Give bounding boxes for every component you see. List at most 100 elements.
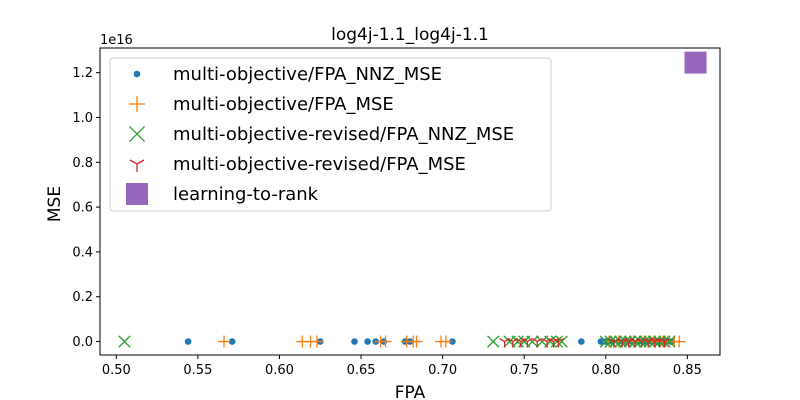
x-axis: 0.50 0.55 0.60 0.65 0.70 0.75 0.80 0.85	[102, 355, 702, 378]
y-tick-label: 0.4	[72, 245, 93, 260]
legend-label: multi-objective-revised/FPA_MSE	[173, 154, 466, 175]
data-point	[633, 335, 647, 348]
data-point	[379, 335, 392, 348]
tri-down-shape	[616, 337, 628, 348]
square-shape	[126, 183, 148, 205]
data-point	[643, 335, 657, 348]
dot-shape	[449, 338, 456, 345]
dot-shape	[351, 338, 358, 345]
x-shape	[633, 335, 647, 348]
x-tick-label: 0.70	[428, 363, 457, 378]
tri-down-shape	[629, 337, 641, 348]
plot-frame	[99, 47, 721, 356]
plus-shape	[129, 96, 145, 112]
y-axis: 0.0 0.2 0.4 0.6 0.8 1.0 1.2	[72, 66, 100, 350]
dot-shape	[364, 338, 371, 345]
x-tick-label: 0.50	[102, 363, 131, 378]
legend-marker	[129, 96, 145, 112]
data-point	[616, 337, 628, 348]
x-tick-label: 0.55	[183, 363, 212, 378]
series-dot	[184, 338, 675, 345]
x-tick-label: 0.60	[265, 363, 294, 378]
legend-marker	[129, 159, 145, 172]
data-point	[623, 337, 635, 348]
data-point	[614, 335, 627, 348]
x-shape	[643, 335, 657, 348]
plot-area	[99, 47, 721, 356]
data-point	[629, 337, 641, 348]
square-shape	[684, 51, 707, 74]
legend-marker	[126, 183, 148, 205]
legend-marker	[133, 70, 141, 78]
dot-shape	[578, 338, 585, 345]
legend: multi-objective/FPA_NNZ_MSE multi-objecti…	[109, 57, 552, 212]
series-tri_down	[499, 337, 671, 348]
y-tick-label: 1.2	[72, 66, 93, 81]
data-point	[184, 338, 192, 345]
legend-label: multi-objective-revised/FPA_NNZ_MSE	[173, 124, 514, 145]
tri-down-shape	[552, 337, 565, 348]
data-point	[597, 338, 605, 345]
data-point	[673, 335, 686, 348]
data-point	[624, 335, 637, 348]
x-tick-label: 0.80	[591, 363, 620, 378]
data-point	[599, 335, 612, 348]
plus-shape	[439, 335, 452, 348]
series-square	[684, 51, 707, 74]
data-point	[449, 338, 456, 345]
plus-shape	[379, 335, 392, 348]
legend-label: learning-to-rank	[173, 184, 319, 205]
x-axis-label: FPA	[395, 383, 426, 400]
legend-label: multi-objective/FPA_MSE	[173, 94, 394, 115]
legend-frame	[109, 57, 552, 212]
tri-down-shape	[658, 337, 671, 348]
tri-down-shape	[541, 337, 553, 348]
data-point	[515, 337, 527, 348]
data-point	[311, 335, 323, 348]
x-shape	[526, 335, 539, 348]
dot-shape	[228, 338, 236, 345]
tri-down-shape	[642, 337, 654, 348]
y-tick-label: 1.0	[72, 111, 93, 126]
data-point	[364, 338, 371, 345]
data-point	[487, 335, 500, 348]
dot-shape	[597, 338, 605, 345]
chart-title: log4j-1.1_log4j-1.1	[331, 25, 489, 45]
data-point	[658, 337, 671, 348]
y-tick-label: 0.8	[72, 156, 93, 171]
data-point	[118, 335, 131, 348]
data-point	[552, 337, 565, 348]
x-shape	[609, 335, 622, 348]
x-tick-label: 0.65	[347, 363, 376, 378]
data-point	[541, 337, 553, 348]
data-point	[642, 337, 654, 348]
tri-down-shape	[636, 337, 648, 348]
plus-shape	[673, 335, 686, 348]
data-point	[410, 335, 423, 348]
tri-down-shape	[515, 337, 527, 348]
series-x	[118, 335, 676, 348]
x-shape	[624, 335, 637, 348]
dot-shape	[133, 70, 141, 78]
x-shape	[487, 335, 500, 348]
y-tick-label: 0.6	[72, 201, 93, 216]
legend-label: multi-objective/FPA_NNZ_MSE	[173, 64, 442, 85]
x-shape	[614, 335, 627, 348]
y-tick-label: 0.0	[72, 335, 93, 350]
data-point	[526, 335, 539, 348]
plus-shape	[218, 335, 230, 348]
x-tick-label: 0.85	[673, 363, 702, 378]
data-point	[228, 338, 236, 345]
data-point	[218, 335, 230, 348]
data-marks	[118, 51, 707, 348]
x-shape	[599, 335, 612, 348]
tri-down-shape	[129, 159, 145, 172]
data-point	[439, 335, 452, 348]
x-shape	[663, 335, 676, 348]
y-tick-label: 0.2	[72, 290, 93, 305]
x-shape	[128, 125, 146, 143]
y-axis-label: MSE	[45, 186, 65, 222]
tri-down-shape	[623, 337, 635, 348]
dot-shape	[184, 338, 192, 345]
